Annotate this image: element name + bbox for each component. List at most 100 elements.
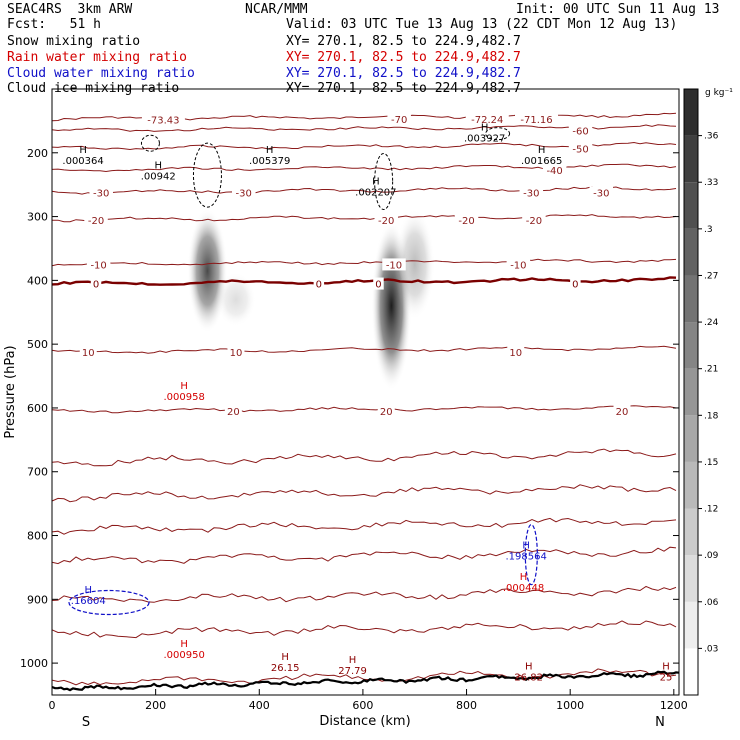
model-title: SEAC4RS 3km ARW [7,2,133,17]
contour-label: -40 [546,166,562,177]
contour-label-bg [377,405,395,418]
extremum-value: 26.15 [271,663,300,674]
extremum-value: .003927 [464,133,505,144]
extremum-value: 25 [660,672,673,683]
colorbar-bin [684,648,698,695]
y-tick-label: 200 [27,147,48,160]
contour-label: -30 [236,188,252,199]
contour-label-bg [84,213,108,226]
x-tick-label: 0 [49,699,56,712]
contour-label: 20 [616,407,629,418]
contour-labels: -73.43 -70 -72.24 -71.16 -60 -50 -40 -30 -30 -30 -… [79,112,631,418]
field-xy-rain: XY= 270.1, 82.5 to 224.9,482.7 [286,50,521,65]
y-tick-label: 300 [27,211,48,224]
colorbar-bin [684,322,698,369]
cloud-water-contour [68,589,150,616]
contour-label: 0 [93,280,99,291]
extremum-marker: H [481,122,489,133]
colorbar-tick-label: .33 [704,178,718,188]
colorbar-bin [684,275,698,323]
x-axis: 0 200 400 600 800 1000 1200 [49,689,688,712]
contour-label-bg [454,213,479,226]
extremum-value: 27.79 [338,666,367,677]
colorbar-tick-label: .24 [704,318,719,328]
init-time: Init: 00 UTC Sun 11 Aug 13 [516,2,720,17]
contour-label-bg [387,112,411,125]
temperature-contour [51,163,677,173]
snow-plume [215,272,256,327]
contour-label: -20 [378,216,394,227]
extremum-marker: H [522,540,530,551]
contour-label-bg [382,258,406,271]
contour-label-bg [519,186,544,199]
end-label-south: S [82,715,90,730]
extremum-value: .000448 [503,583,544,594]
cloud-ice-contour [485,127,511,141]
extremum-value: .198564 [505,551,546,562]
field-name-snow: Snow mixing ratio [7,34,141,49]
colorbar-tick-label: .36 [704,132,719,142]
contour-label-bg [506,258,531,271]
y-tick-label: 400 [27,274,48,287]
extremum-value: .002207 [355,188,396,199]
colorbar-tick-label: .27 [704,271,718,281]
contour-label: -70 [391,115,407,126]
y-tick-label: 900 [27,593,48,606]
colorbar-tick-label: .06 [704,598,719,608]
x-axis-label: Distance (km) [319,714,410,729]
contour-label-bg [86,258,111,271]
contour-label-bg [568,124,593,137]
temperature-contour [51,585,677,603]
contour-label: 10 [509,348,522,359]
field-xy-snow: XY= 270.1, 82.5 to 224.9,482.7 [286,34,521,49]
extremum-marker: H [538,145,546,156]
contour-label: -30 [523,188,539,199]
extremum-value: .00942 [141,172,176,183]
colorbar: .03 .06 .09 .12 .15 .18 .21 .24 .27 .3 .33 .36 [683,88,719,696]
temperature-contour [51,546,677,565]
extremum-marker: H [85,585,93,596]
contour-label-bg [141,113,185,126]
cloud-ice-contour [192,142,222,208]
temperature-contour [51,405,677,414]
extremum-value: 26.82 [514,672,543,683]
temperature-contour [51,214,677,223]
field-xy-cloud-water: XY= 270.1, 82.5 to 224.9,482.7 [286,66,521,81]
contour-label: -30 [93,188,109,199]
contour-label: -20 [88,216,104,227]
y-tick-label: 500 [27,338,48,351]
colorbar-bin [684,228,698,276]
contour-label-bg [589,186,614,199]
contour-label-bg [613,405,631,418]
colorbar-tick-label: .18 [704,411,719,421]
colorbar-frame [683,88,699,696]
center-label: NCAR/MMM [245,2,308,17]
contour-label: -60 [572,126,588,137]
extremum-marker: H [281,652,289,663]
y-tick-label: 800 [27,530,48,543]
contour-label: -73.43 [147,116,179,127]
contour-label-bg [313,277,325,290]
field-name-cloud-water: Cloud water mixing ratio [7,66,195,81]
contour-label-bg [542,164,567,177]
colorbar-bin [684,182,698,229]
contour-label-bg [515,112,558,125]
contour-label-bg [224,405,242,418]
temperature-contour [51,517,677,535]
temperature-contour [51,186,677,195]
contour-label: 20 [227,407,240,418]
contour-label: 10 [82,348,95,359]
contour-label-bg [79,345,97,358]
temperature-contour [51,448,677,467]
contour-label-bg [373,277,384,290]
valid-time: Valid: 03 UTC Tue 13 Aug 13 (22 CDT Mon … [286,17,678,32]
cloud-ice-contour [374,152,394,210]
colorbar-bin [684,89,698,136]
extremum-marker: H [180,381,188,392]
extremum-marker: H [520,572,528,583]
colorbar-bin [684,601,698,649]
extremum-value: .16604 [71,596,106,607]
colorbar-bin [684,508,698,556]
